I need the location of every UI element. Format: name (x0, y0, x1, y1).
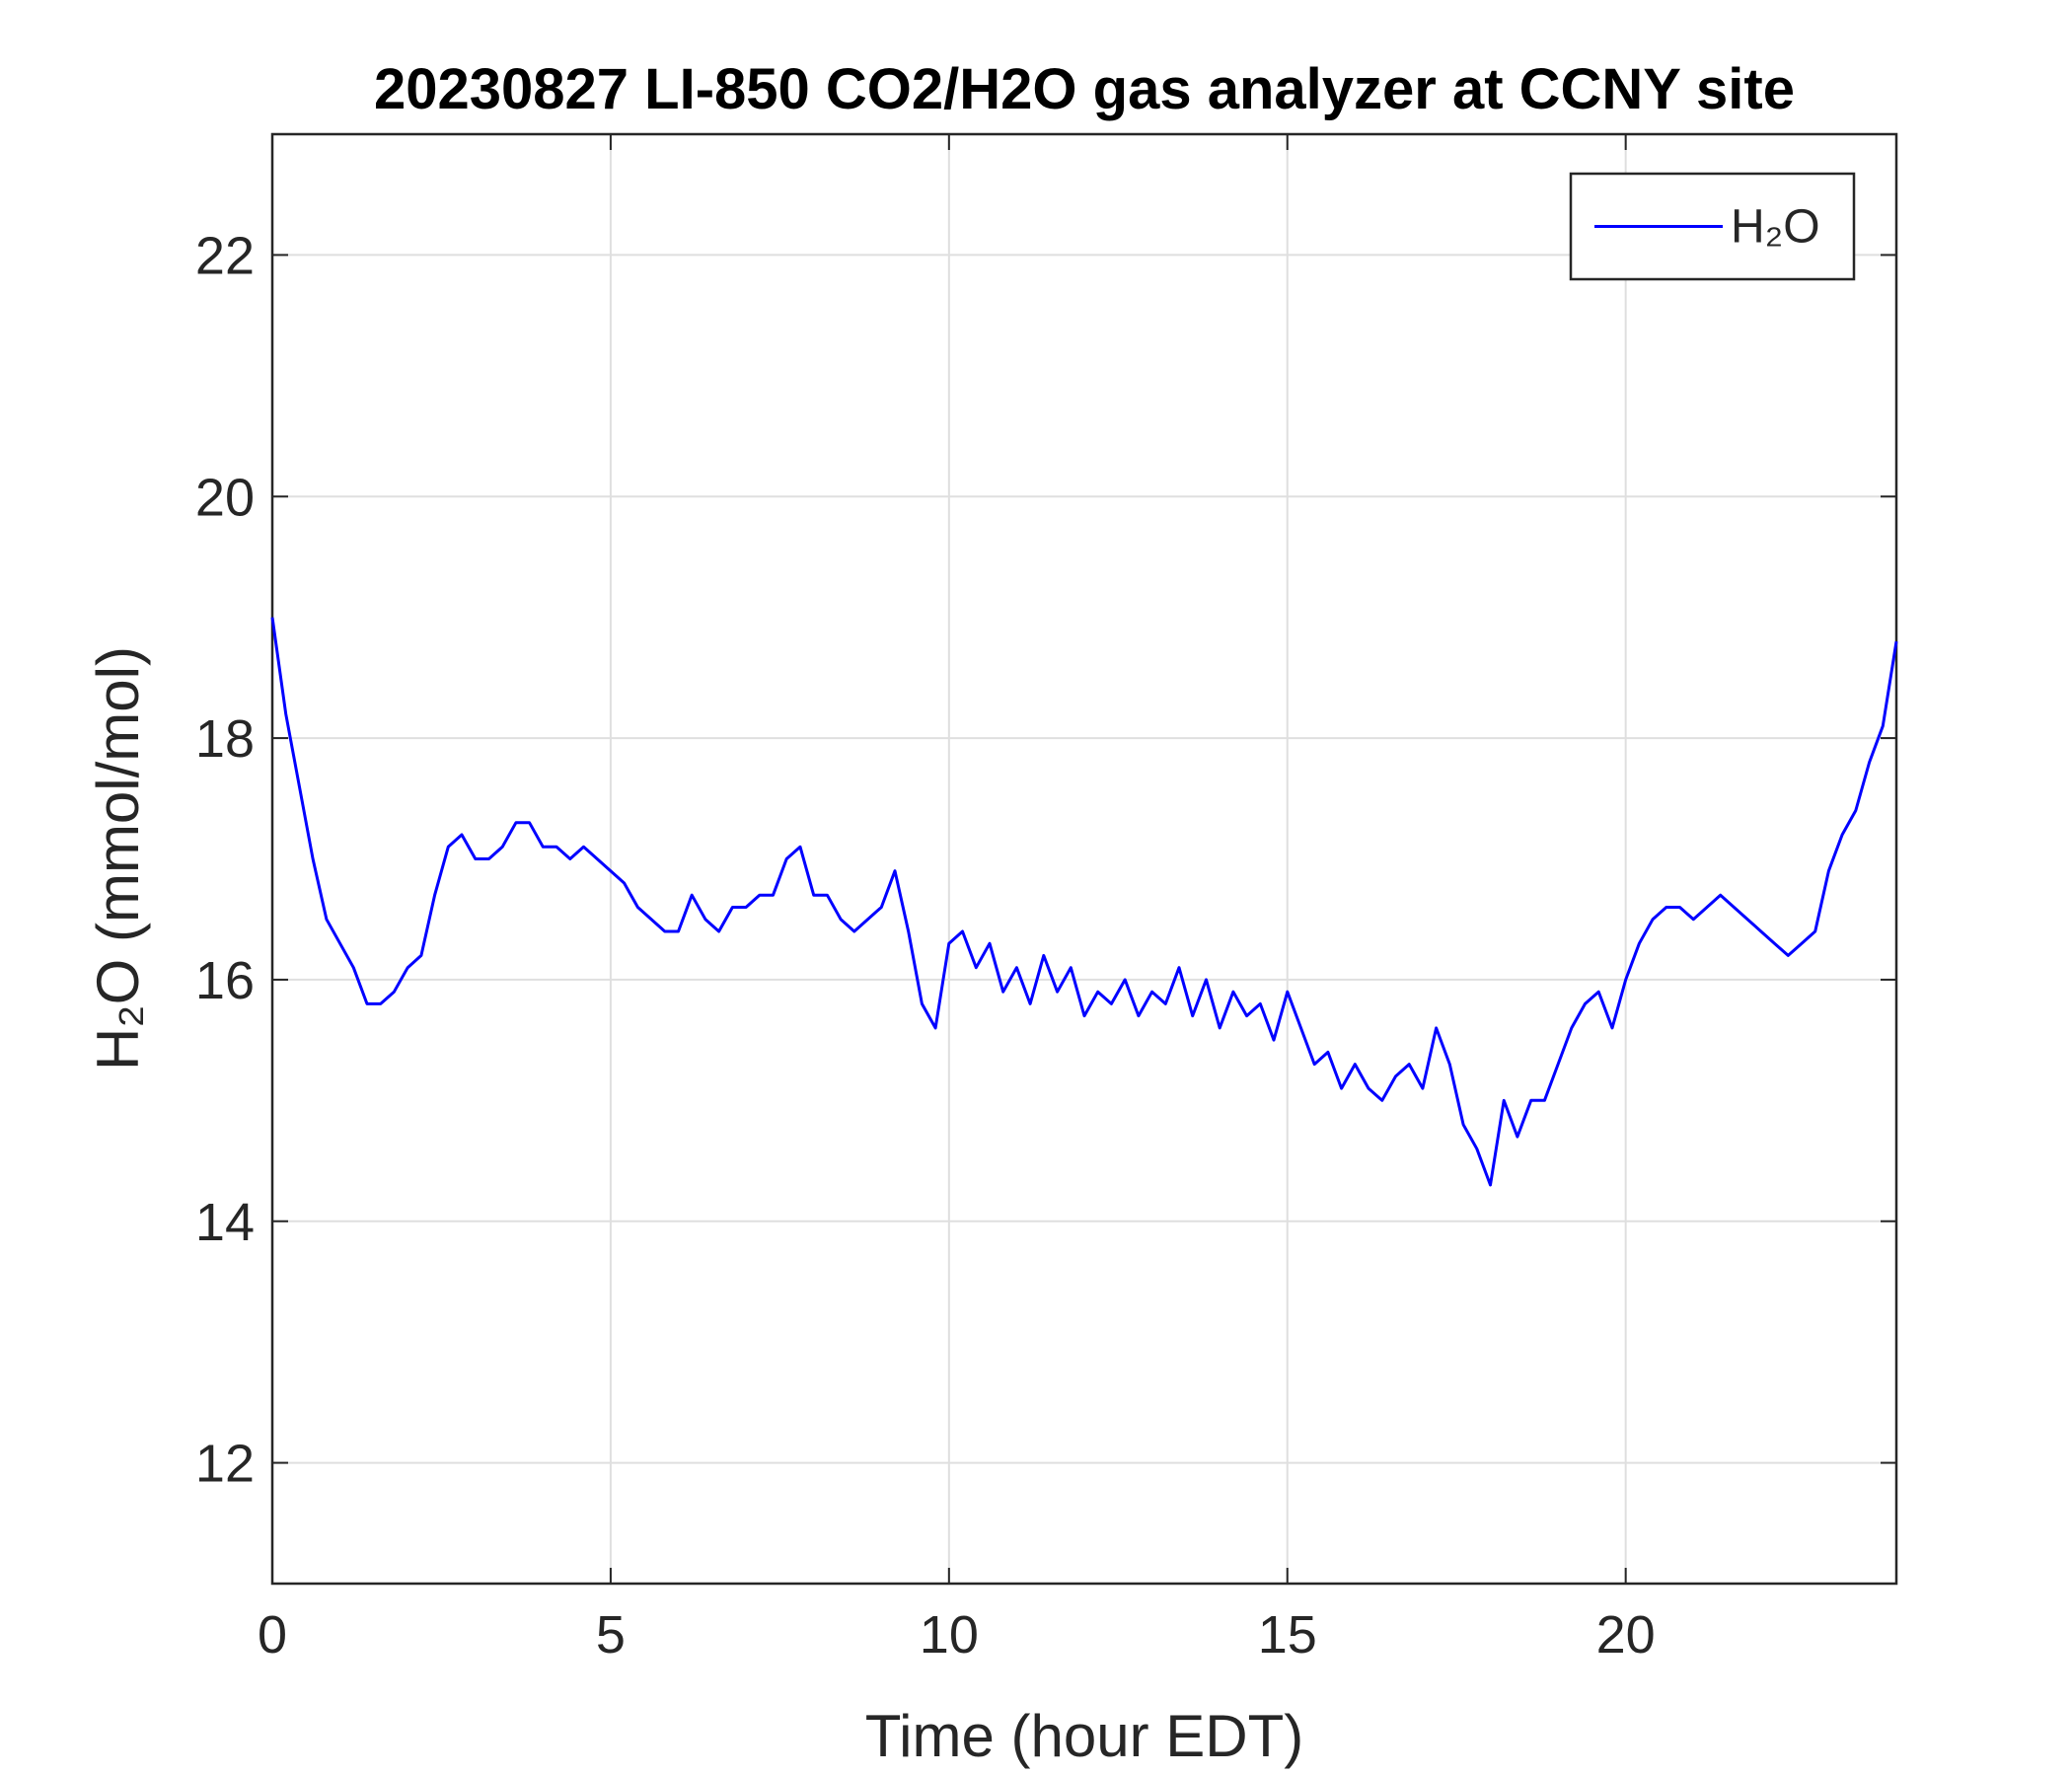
x-axis-label: Time (hour EDT) (865, 1703, 1304, 1769)
plot-frame (270, 132, 1898, 1586)
x-tick-label: 5 (596, 1605, 626, 1665)
y-tick-label: 14 (195, 1193, 255, 1252)
chart-title: 20230827 LI-850 CO2/H2O gas analyzer at … (374, 57, 1795, 121)
x-tick-label: 0 (258, 1605, 287, 1665)
x-tick-label: 10 (920, 1605, 979, 1665)
y-tick-label: 18 (195, 709, 255, 769)
y-tick-label: 22 (195, 226, 255, 285)
y-tick-label: 16 (195, 951, 255, 1010)
legend-label: H₂O (1731, 201, 1820, 254)
y-axis-label: H₂O (mmol/mol) (85, 646, 151, 1071)
x-tick-label: 20 (1596, 1605, 1656, 1665)
y-tick-label: 12 (195, 1435, 255, 1494)
y-tick-label: 20 (195, 468, 255, 527)
x-tick-label: 15 (1258, 1605, 1317, 1665)
data-line (270, 617, 1898, 1187)
